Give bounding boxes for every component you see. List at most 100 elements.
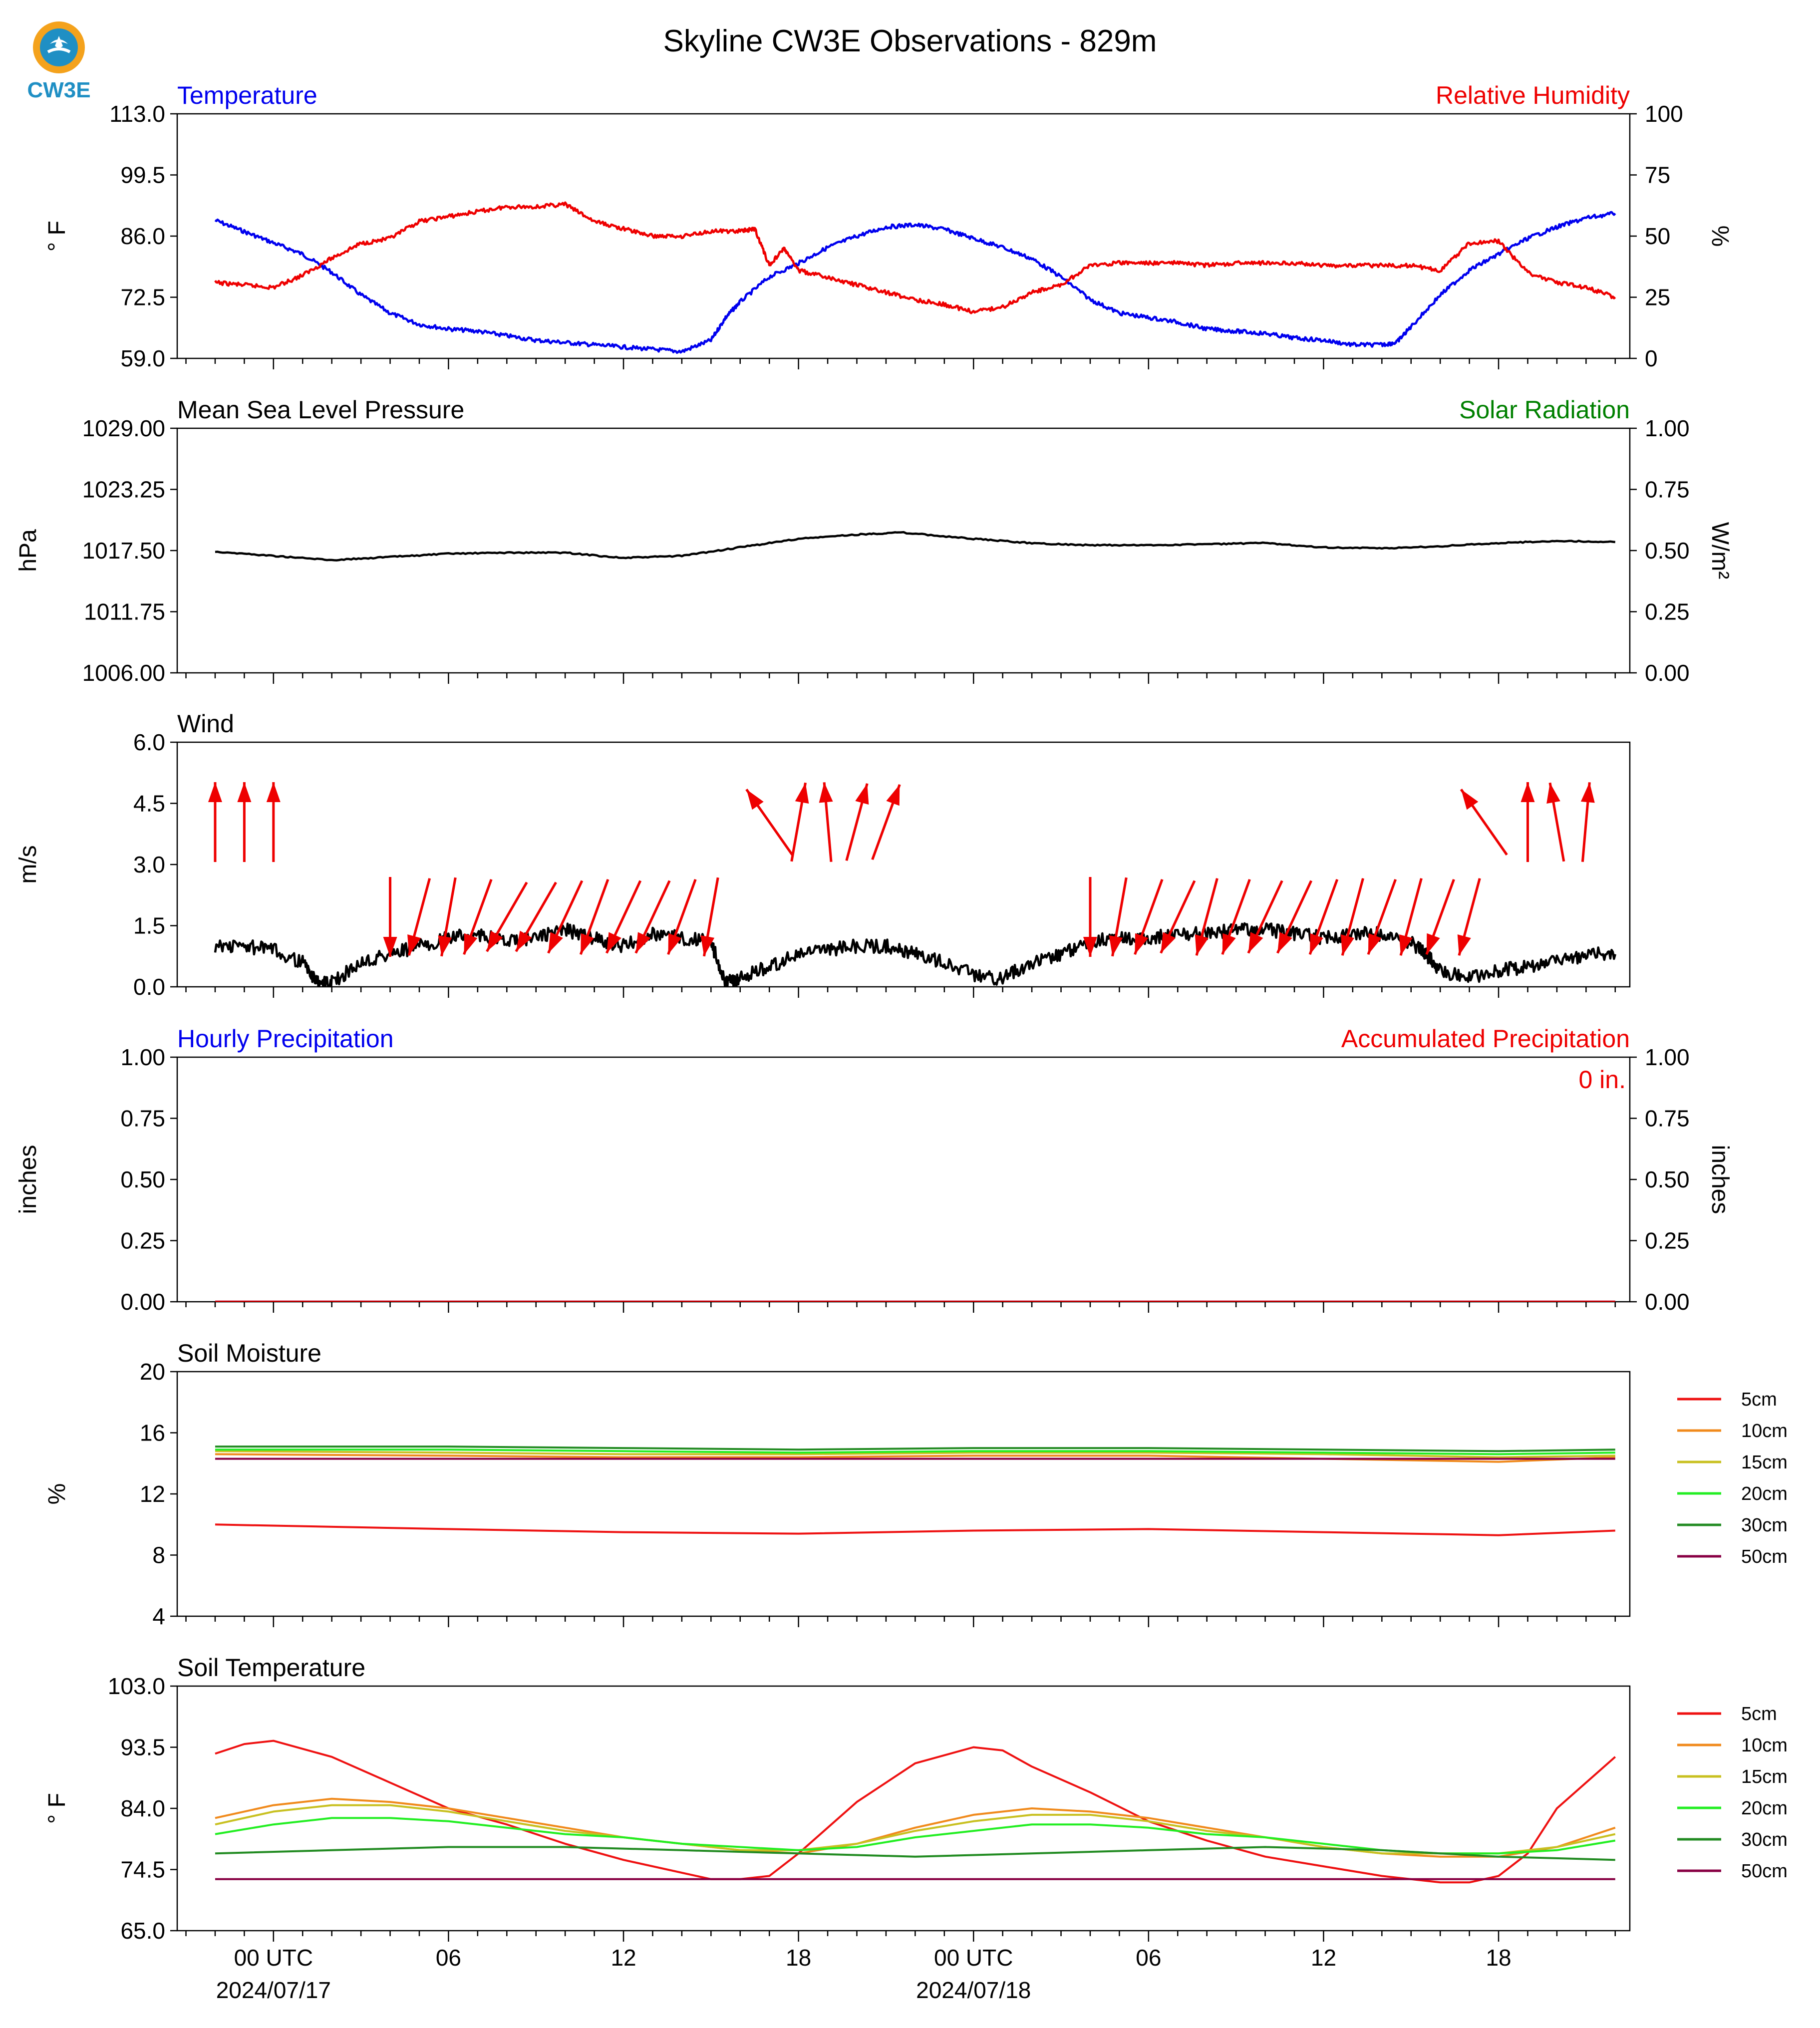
series-group — [215, 1446, 1615, 1536]
panel-temp_rh: 113.0 99.5 86.0 72.5 59.0 100 75 50 25 0 Temperatu… — [44, 81, 1733, 371]
legend-entry: 30cm — [1741, 1829, 1788, 1850]
wind-arrow-head — [237, 782, 252, 802]
wind-arrow-head — [581, 933, 595, 955]
series-line-30cm — [215, 1446, 1615, 1452]
wind-arrow-head — [795, 783, 809, 804]
legend-entry: 10cm — [1741, 1421, 1788, 1442]
y-tick-label: 103.0 — [108, 1673, 165, 1699]
y-axis-label: % — [44, 1483, 70, 1505]
series-group — [214, 201, 1616, 354]
y-tick-label: 84.0 — [120, 1795, 165, 1821]
panel-soil_temperature: 103.0 93.5 84.0 74.5 65.0 Soil Temperature ° F… — [44, 1654, 1788, 1944]
y-tick-label: 0.75 — [120, 1106, 165, 1132]
wind-arrow-head — [819, 782, 833, 803]
wind-arrow-head — [886, 784, 900, 806]
y2-tick-label: 0.75 — [1645, 477, 1690, 503]
y2-axis-label: % — [1707, 226, 1733, 247]
x-tick-label: 12 — [610, 1945, 636, 1971]
wind-arrow-head — [208, 782, 222, 802]
y2-tick-label: 25 — [1645, 285, 1670, 310]
legend-entry: 50cm — [1741, 1546, 1788, 1567]
series-line-0 — [214, 922, 1616, 987]
wind-arrow-head — [1083, 937, 1097, 957]
wind-arrow-head — [1161, 932, 1176, 953]
y-tick-label: 0.00 — [120, 1289, 165, 1315]
y2-tick-label: 0.50 — [1645, 1166, 1690, 1192]
panel-left-title: Hourly Precipitation — [177, 1025, 394, 1053]
y-tick-label: 3.0 — [133, 852, 165, 877]
panel-right-title: Solar Radiation — [1459, 396, 1630, 424]
y-tick-label: 93.5 — [120, 1735, 165, 1760]
series-line-15cm — [215, 1450, 1615, 1458]
logo-text: CW3E — [27, 78, 90, 102]
panel-left-title: Temperature — [177, 81, 317, 109]
cw3e-logo: CW3E — [27, 21, 91, 102]
wind-arrow-head — [1546, 783, 1560, 804]
y-tick-label: 1029.00 — [82, 415, 165, 441]
wind-arrow-head — [1195, 934, 1209, 956]
panel-left-title: Mean Sea Level Pressure — [177, 396, 464, 424]
x-tick-label: 18 — [1486, 1945, 1511, 1971]
y2-tick-label: 50 — [1645, 223, 1670, 249]
y-tick-label: 1017.50 — [82, 538, 165, 564]
y-tick-label: 4.5 — [133, 791, 165, 817]
y-tick-label: 0.0 — [133, 974, 165, 1000]
wind-arrow-head — [1580, 782, 1595, 803]
y-tick-label: 65.0 — [120, 1918, 165, 1944]
y-tick-label: 86.0 — [120, 223, 165, 249]
wind-arrow-head — [700, 935, 715, 956]
y-tick-label: 1006.00 — [82, 660, 165, 686]
x-date-label: 2024/07/18 — [916, 1977, 1031, 2003]
series-line-20cm — [215, 1449, 1615, 1455]
wind-arrow-head — [1277, 932, 1292, 953]
y-tick-label: 74.5 — [120, 1857, 165, 1883]
y-axis-label: hPa — [15, 529, 41, 572]
wind-arrow-head — [266, 782, 281, 802]
series-line-30cm — [215, 1846, 1615, 1861]
series-group — [214, 922, 1616, 987]
wind-arrow-head — [1341, 934, 1355, 956]
y-tick-label: 113.0 — [109, 101, 165, 127]
legend: 5cm 10cm 15cm 20cm 30cm 50cm — [1677, 1704, 1788, 1882]
wind-arrow-head — [746, 789, 764, 810]
y-tick-label: 1023.25 — [82, 477, 165, 503]
y-axis-label: ° F — [44, 221, 70, 252]
wind-arrow-head — [1457, 934, 1471, 956]
x-tick-label: 12 — [1311, 1945, 1336, 1971]
wind-arrow-head — [607, 932, 621, 953]
y2-axis-label: W/m² — [1707, 522, 1733, 579]
y-tick-label: 16 — [140, 1420, 165, 1446]
x-tick-label: 00 UTC — [934, 1945, 1013, 1971]
y-tick-label: 6.0 — [133, 729, 165, 755]
legend-entry: 15cm — [1741, 1766, 1788, 1787]
panel-right-title: Relative Humidity — [1436, 81, 1630, 109]
y2-axis-label: inches — [1707, 1145, 1733, 1214]
panel-right-title: Accumulated Precipitation — [1341, 1025, 1630, 1053]
y2-tick-label: 0.00 — [1645, 1289, 1690, 1315]
x-tick-label: 18 — [786, 1945, 811, 1971]
wind-arrow-head — [438, 935, 452, 956]
legend-entry: 50cm — [1741, 1861, 1788, 1882]
wind-arrows — [208, 782, 1595, 957]
legend-entry: 5cm — [1741, 1704, 1777, 1725]
y2-tick-label: 1.00 — [1645, 1044, 1690, 1070]
wind-arrow-head — [1222, 933, 1236, 955]
wind-arrow-head — [516, 930, 532, 952]
legend-entry: 5cm — [1741, 1389, 1777, 1410]
panel-soil_moisture: 20 16 12 8 4 Soil Moisture% 5cm 10cm 15cm 20cm 30c… — [44, 1339, 1788, 1629]
wind-arrow-head — [1461, 789, 1479, 810]
wind-arrow-head — [1520, 782, 1535, 802]
wind-arrow-head — [487, 930, 503, 952]
wind-arrow-head — [548, 932, 563, 953]
panel-left-title: Wind — [177, 710, 234, 738]
wind-arrow-head — [1368, 933, 1382, 955]
y-tick-label: 8 — [152, 1542, 165, 1568]
series-line-10cm — [215, 1453, 1615, 1463]
logo-water-icon — [47, 47, 71, 53]
panel-precip: 1.00 0.75 0.50 0.25 0.00 1.00 0.75 0.50 0.25 0.00… — [15, 1025, 1733, 1315]
x-tick-label: 06 — [1136, 1945, 1161, 1971]
x-date-label: 2024/07/17 — [216, 1977, 331, 2003]
series-line-5cm — [215, 1523, 1615, 1536]
